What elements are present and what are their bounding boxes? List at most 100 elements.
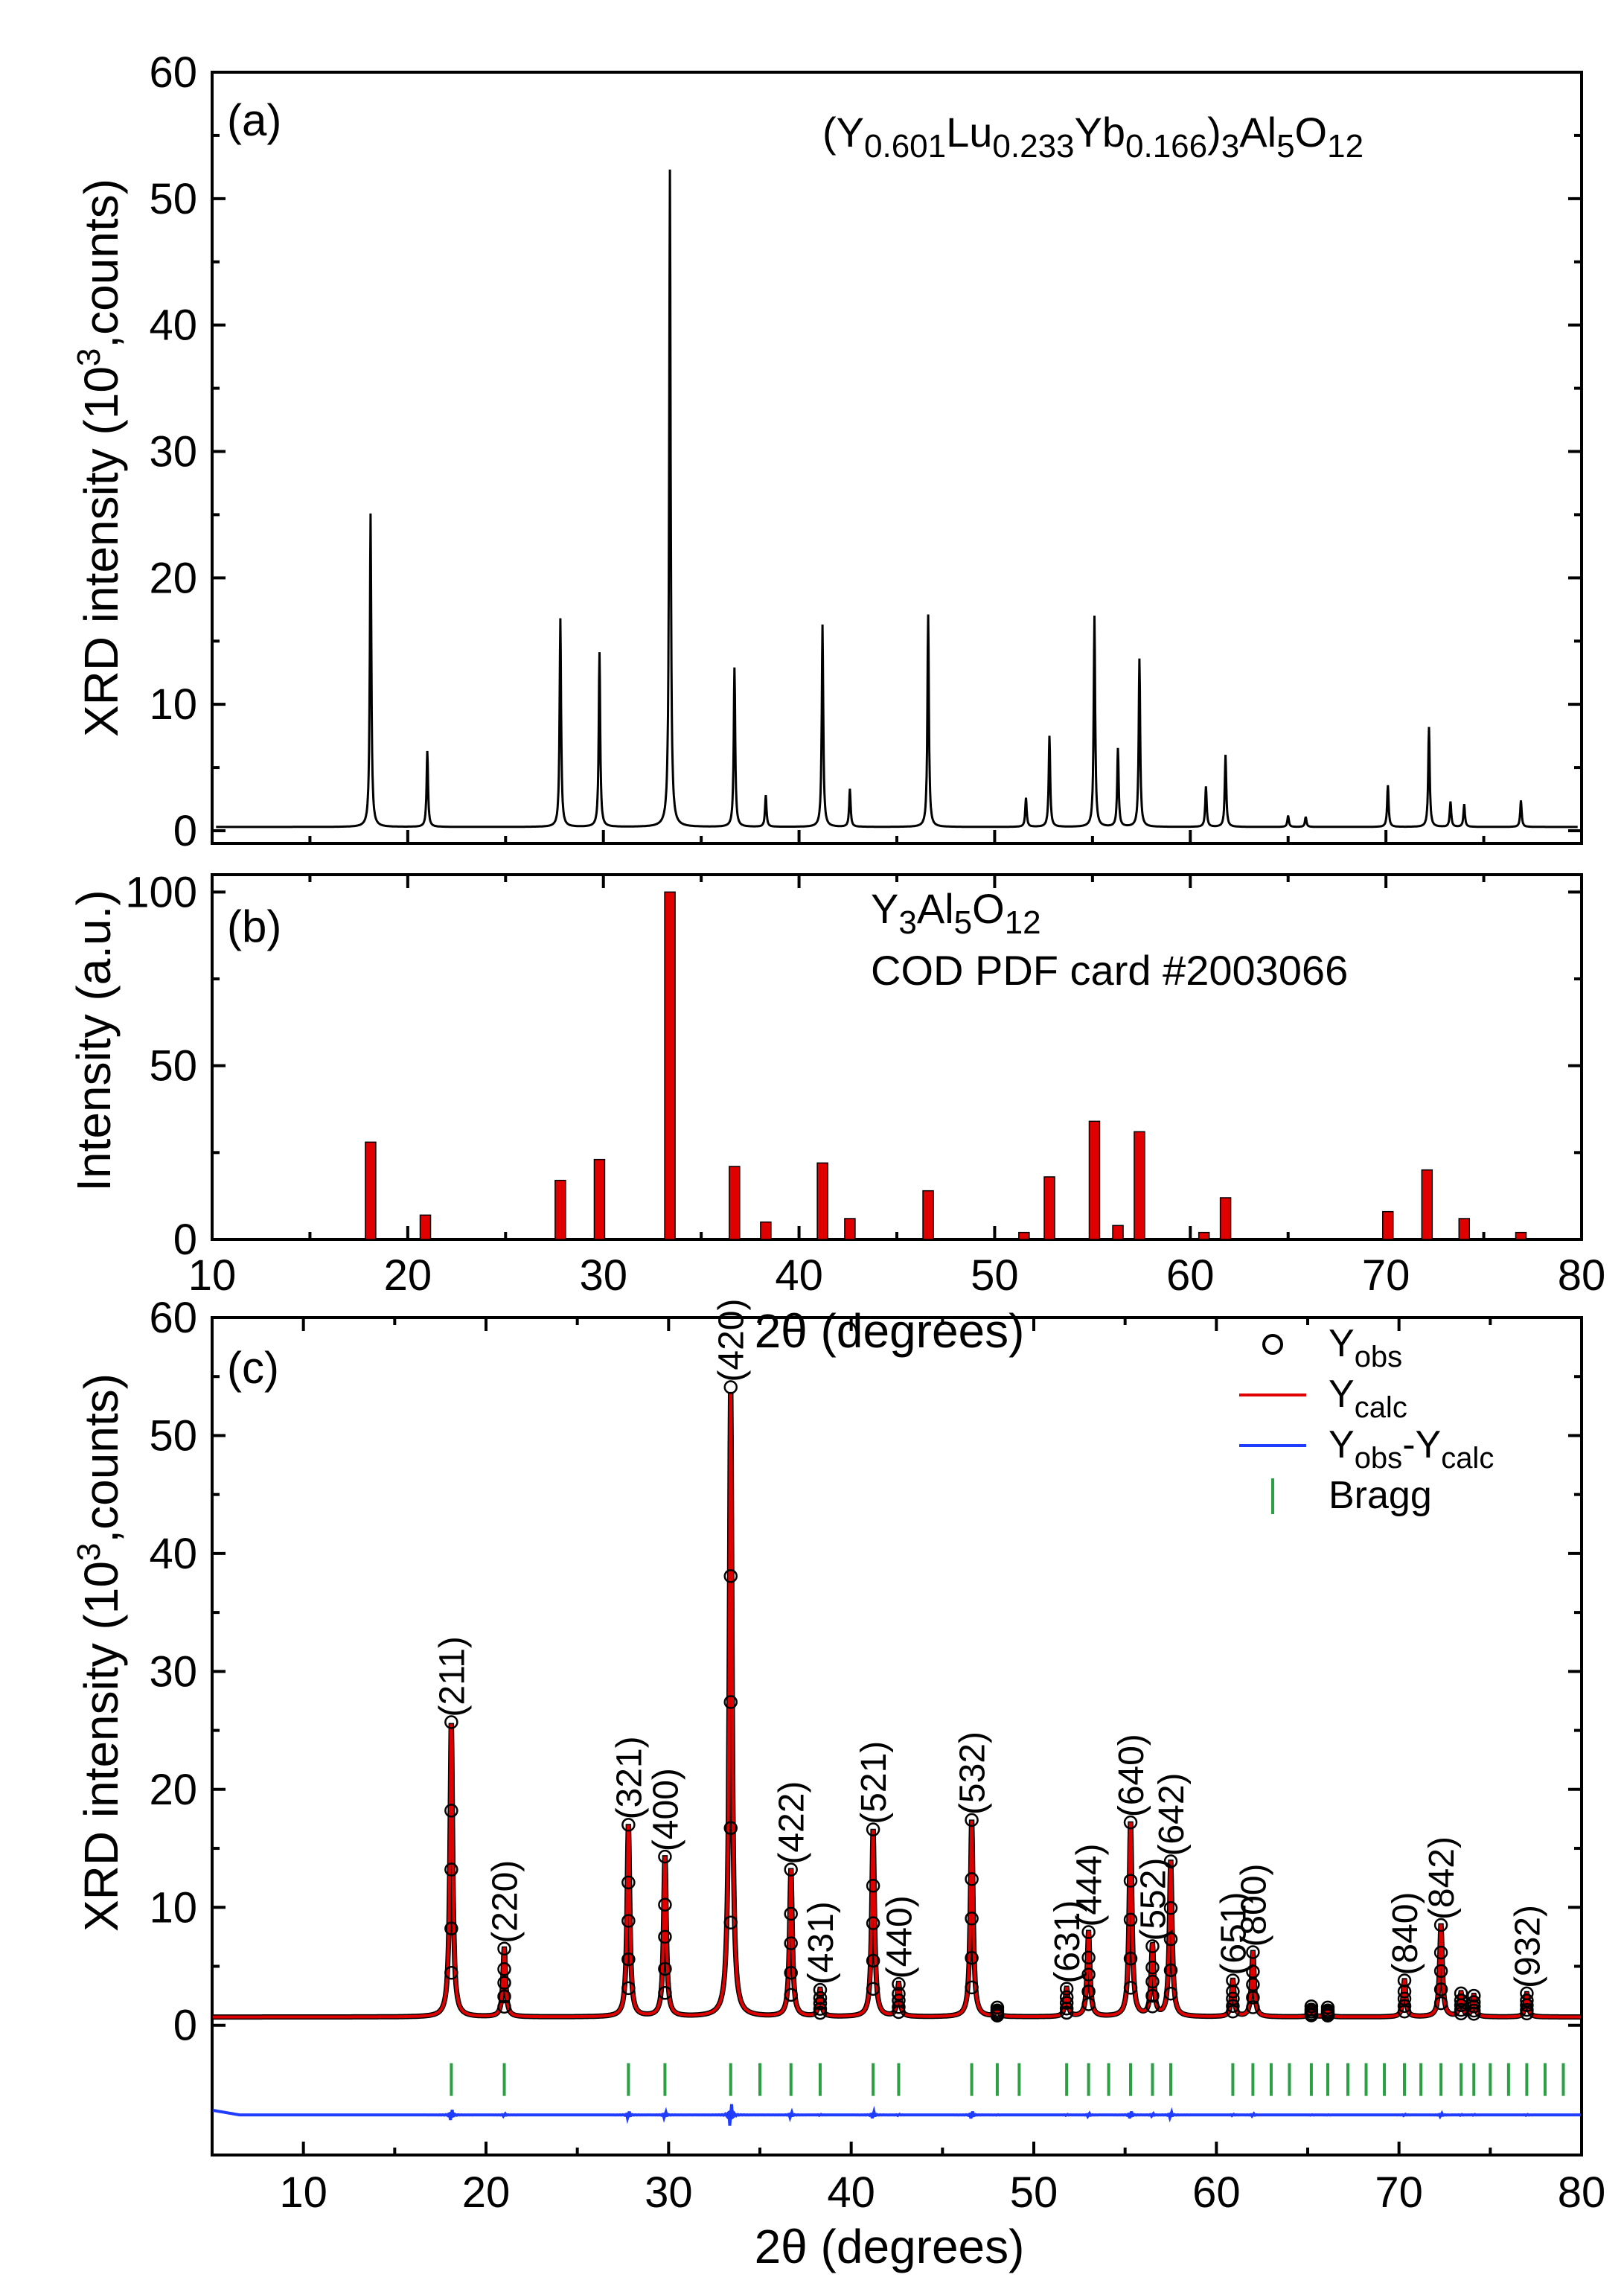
pdf-stick	[1515, 1231, 1527, 1240]
observed-point	[1433, 1964, 1448, 1979]
observed-point	[1454, 1998, 1468, 2013]
observed-point	[892, 1987, 906, 2001]
y-title-sup: 3	[71, 1543, 107, 1561]
hkl-label: (420)	[712, 1299, 752, 1382]
observed-point	[866, 1822, 880, 1836]
formula-sub: 5	[954, 904, 972, 941]
pdf-stick	[816, 1162, 828, 1240]
observed-point	[723, 1915, 738, 1929]
formula-sub: 0.601	[864, 128, 946, 165]
hkl-label: (521)	[854, 1741, 894, 1825]
y-tick-label: 50	[149, 1411, 197, 1460]
pdf-stick	[1043, 1176, 1055, 1240]
observed-point	[892, 1976, 906, 1991]
observed-point	[1145, 1960, 1160, 1975]
observed-point	[784, 1862, 798, 1877]
x-axis-title-b: 2θ (degrees)	[755, 1304, 1025, 1358]
y-tick-label: 10	[149, 680, 197, 729]
hkl-label: (800)	[1234, 1863, 1273, 1947]
y-axis-title-b: Intensity (a.u.)	[67, 890, 121, 1192]
observed-point	[1059, 2005, 1074, 2020]
x-tick-label: 40	[827, 2168, 875, 2217]
hkl-label: (440)	[880, 1895, 919, 1979]
pdf-stick	[419, 1214, 432, 1240]
legend-swatch-obs	[1262, 1334, 1283, 1355]
y-axis-title-a: XRD intensity (103,counts)	[71, 179, 128, 737]
x-tick-label: 70	[1362, 1251, 1410, 1300]
observed-point	[965, 1912, 979, 1926]
observed-point	[1226, 1973, 1240, 1988]
hkl-label: (552)	[1134, 1858, 1173, 1941]
observed-point	[1163, 1854, 1178, 1868]
formula-sub: 12	[1327, 128, 1364, 165]
pdf-stick	[1382, 1210, 1394, 1240]
card-subtitle: COD PDF card #2003066	[871, 947, 1348, 994]
observed-point	[965, 1872, 979, 1886]
observed-point	[813, 1996, 828, 2011]
difference-curve	[212, 2104, 1581, 2126]
observed-point	[813, 1982, 828, 1997]
x-tick-label: 20	[384, 1251, 432, 1300]
observed-point	[1226, 1984, 1240, 1999]
legend-label: Yobs	[1329, 1322, 1402, 1373]
observed-point	[813, 1990, 828, 2005]
hkl-label: (840)	[1386, 1892, 1425, 1976]
observed-point	[1163, 1986, 1178, 2001]
observed-point	[621, 1818, 636, 1832]
observed-point	[892, 2005, 906, 2020]
y-tick-label: 50	[149, 175, 197, 223]
legend-part: Y	[1329, 1373, 1355, 1416]
observed-point	[621, 1952, 636, 1967]
y-title-sup: 3	[71, 348, 107, 366]
hkl-label: (532)	[953, 1731, 993, 1815]
x-tick-label: 10	[188, 1251, 237, 1300]
card-formula: Y3Al5O12	[871, 885, 1041, 941]
observed-point	[1246, 1945, 1260, 1959]
y-tick-label: 0	[173, 2002, 197, 2050]
formula-sub: 5	[1276, 128, 1294, 165]
observed-point	[444, 1862, 458, 1877]
pdf-stick	[1088, 1120, 1101, 1240]
observed-point	[1081, 1950, 1096, 1965]
observed-point	[813, 2005, 828, 2020]
observed-point	[1520, 2006, 1534, 2021]
x-axis-title-c: 2θ (degrees)	[755, 2220, 1025, 2273]
x-tick-label: 80	[1558, 1251, 1606, 1300]
legend-sub: calc	[1441, 1442, 1494, 1475]
pdf-stick	[1219, 1197, 1232, 1240]
observed-point	[1226, 1999, 1240, 2014]
observed-point	[965, 1813, 979, 1827]
xrd-pattern-a	[216, 169, 1578, 829]
observed-point	[1320, 2008, 1335, 2023]
observed-point	[1059, 2001, 1074, 2016]
hkl-label: (631)	[1048, 1900, 1087, 1984]
hkl-label: (400)	[646, 1768, 685, 1851]
formula-part: Al	[917, 885, 954, 932]
pdf-stick	[1112, 1225, 1124, 1240]
legend-part: Bragg	[1329, 1474, 1432, 1517]
observed-point	[1123, 1981, 1138, 1995]
y-tick-label: 30	[149, 428, 197, 476]
pdf-stick	[1198, 1231, 1210, 1240]
observed-point	[1397, 2004, 1412, 2019]
observed-point	[658, 1849, 672, 1864]
observed-point	[444, 1965, 458, 1980]
y-tick-label: 50	[149, 1042, 197, 1091]
observed-point	[784, 1965, 798, 1980]
formula-sub: 0.233	[992, 128, 1074, 165]
panel-label-b: (b)	[227, 901, 281, 951]
hkl-label: (640)	[1112, 1734, 1151, 1817]
observed-point	[1226, 2004, 1240, 2019]
y-tick-label: 10	[149, 1883, 197, 1932]
observed-point	[444, 1715, 458, 1729]
observed-point	[1246, 2000, 1260, 2014]
x-tick-label: 30	[645, 2168, 693, 2217]
plot-frame	[211, 71, 1583, 845]
legend-part: Y	[1329, 1423, 1355, 1466]
observed-point	[784, 1906, 798, 1921]
observed-point	[1059, 1982, 1074, 1996]
y-tick-label: 30	[149, 1647, 197, 1696]
legend-part: -Y	[1402, 1423, 1441, 1466]
observed-point	[1433, 1996, 1448, 2011]
pdf-stick	[922, 1190, 934, 1240]
